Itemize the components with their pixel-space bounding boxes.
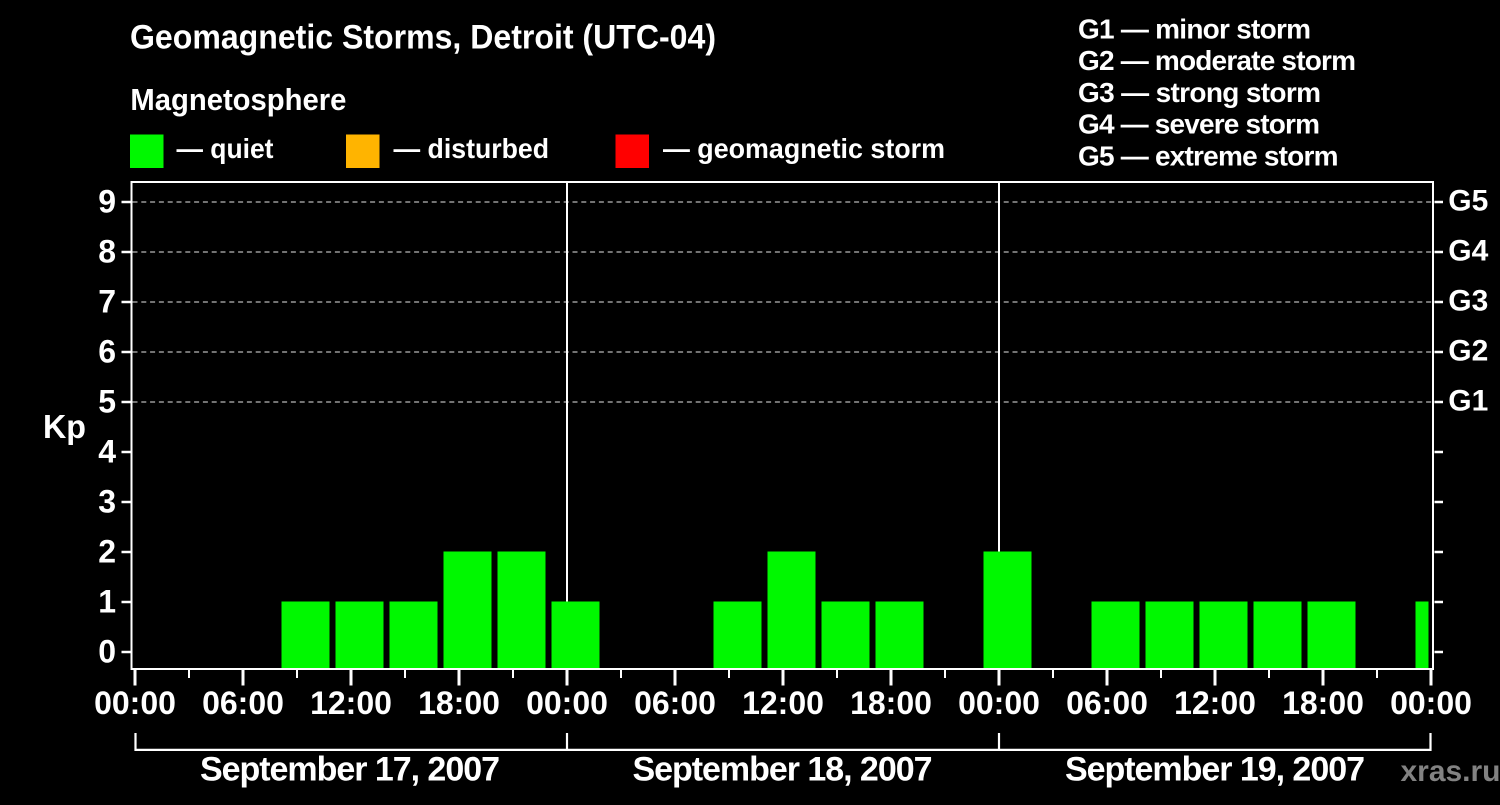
svg-text:18:00: 18:00	[418, 685, 500, 721]
svg-text:xras.ru: xras.ru	[1401, 755, 1500, 788]
svg-text:— geomagnetic storm: — geomagnetic storm	[663, 133, 945, 164]
svg-text:00:00: 00:00	[1390, 685, 1472, 721]
svg-text:00:00: 00:00	[94, 685, 176, 721]
svg-text:September 17, 2007: September 17, 2007	[200, 751, 500, 789]
svg-text:18:00: 18:00	[850, 685, 932, 721]
svg-text:G3: G3	[1448, 285, 1488, 318]
svg-text:G2 — moderate storm: G2 — moderate storm	[1078, 45, 1356, 76]
svg-text:12:00: 12:00	[742, 685, 824, 721]
svg-text:G1: G1	[1448, 385, 1488, 418]
svg-text:G2: G2	[1448, 335, 1488, 368]
svg-text:0: 0	[98, 634, 116, 670]
svg-text:Kp: Kp	[43, 408, 86, 445]
svg-text:00:00: 00:00	[526, 685, 608, 721]
svg-text:12:00: 12:00	[310, 685, 392, 721]
svg-text:G5 — extreme storm: G5 — extreme storm	[1078, 141, 1339, 172]
svg-text:September 19, 2007: September 19, 2007	[1065, 751, 1365, 789]
svg-text:18:00: 18:00	[1282, 685, 1364, 721]
svg-text:06:00: 06:00	[634, 685, 716, 721]
svg-text:5: 5	[98, 384, 116, 420]
svg-text:9: 9	[98, 184, 116, 220]
svg-text:06:00: 06:00	[202, 685, 284, 721]
svg-text:G1 — minor storm: G1 — minor storm	[1078, 14, 1311, 45]
svg-text:G3 — strong storm: G3 — strong storm	[1078, 77, 1321, 108]
svg-text:12:00: 12:00	[1174, 685, 1256, 721]
svg-text:06:00: 06:00	[1066, 685, 1148, 721]
svg-text:00:00: 00:00	[958, 685, 1040, 721]
svg-text:7: 7	[98, 284, 116, 320]
svg-text:Magnetosphere: Magnetosphere	[130, 82, 346, 117]
svg-text:Geomagnetic Storms, Detroit (U: Geomagnetic Storms, Detroit (UTC-04)	[130, 19, 716, 57]
svg-text:6: 6	[98, 334, 116, 370]
svg-text:September 18, 2007: September 18, 2007	[633, 751, 933, 789]
svg-text:G4 — severe storm: G4 — severe storm	[1078, 109, 1320, 140]
svg-text:3: 3	[98, 484, 116, 520]
svg-text:2: 2	[98, 534, 116, 570]
svg-text:1: 1	[98, 584, 116, 620]
svg-text:G4: G4	[1448, 235, 1488, 268]
svg-text:— disturbed: — disturbed	[394, 133, 550, 164]
svg-text:G5: G5	[1448, 185, 1488, 218]
svg-text:— quiet: — quiet	[177, 133, 274, 164]
svg-text:8: 8	[98, 234, 116, 270]
svg-text:4: 4	[98, 434, 116, 470]
